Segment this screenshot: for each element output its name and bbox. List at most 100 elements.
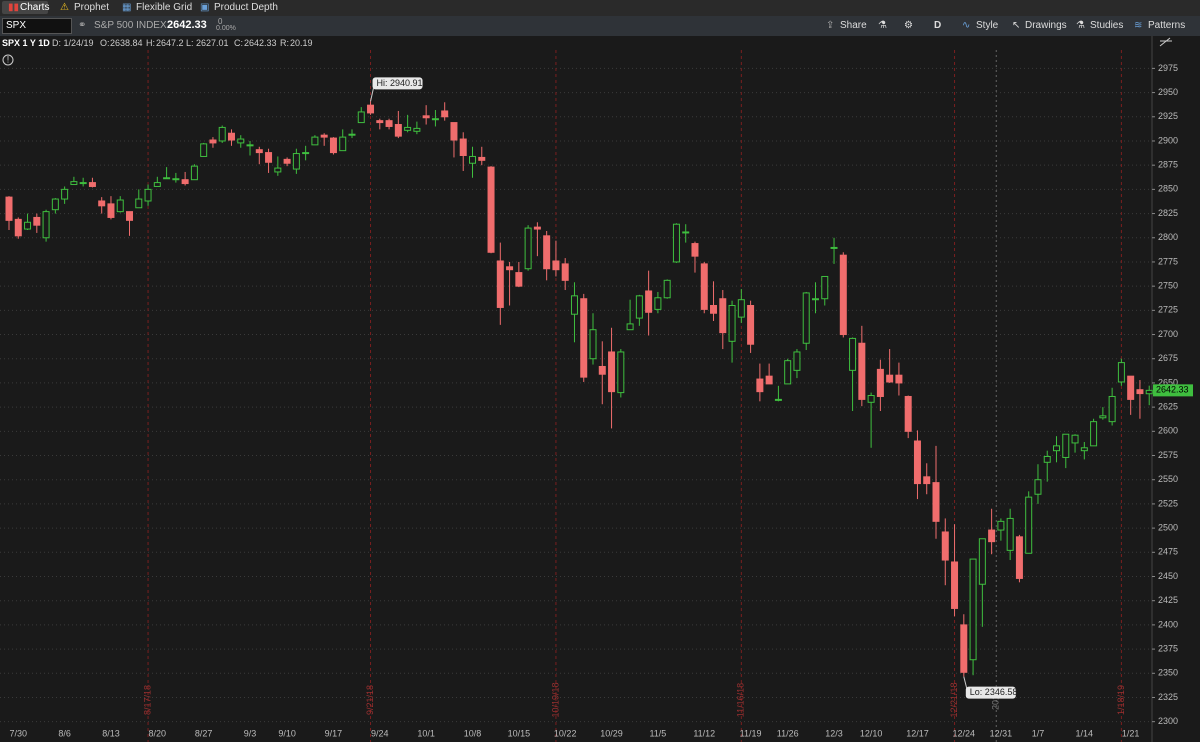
- x-tick-label: 10/15: [508, 728, 531, 738]
- studies-icon: ⚗: [1076, 20, 1085, 31]
- candle-body: [246, 144, 254, 147]
- candle-body: [144, 188, 152, 202]
- y-tick-label: 2600: [1158, 426, 1178, 436]
- symbol-input[interactable]: [2, 18, 72, 34]
- y-tick-label: 2725: [1158, 305, 1178, 315]
- annotation: Lo: 2346.58: [970, 687, 1018, 697]
- button[interactable]: D: [934, 20, 942, 31]
- annotation-leader: [370, 83, 376, 102]
- candle-body: [978, 538, 986, 585]
- candle-body: [626, 323, 634, 331]
- button[interactable]: Patterns: [1148, 20, 1186, 31]
- y-tick-label: 2325: [1158, 692, 1178, 702]
- x-tick-label: 12/17: [906, 728, 929, 738]
- candle-body: [913, 440, 921, 485]
- y-tick-label: 2825: [1158, 208, 1178, 218]
- candle-body: [126, 211, 134, 221]
- tab[interactable]: Prophet: [74, 2, 110, 13]
- candle-body: [339, 136, 347, 152]
- annotation-box: [965, 686, 1016, 699]
- y-tick-label: 2850: [1158, 184, 1178, 194]
- candle-body: [42, 211, 50, 239]
- button[interactable]: Share: [840, 20, 867, 31]
- price-tag: [1153, 384, 1193, 397]
- h-label: H:: [146, 38, 155, 48]
- candle-body: [172, 178, 180, 181]
- candle-body: [672, 223, 680, 263]
- candle-body: [209, 139, 217, 144]
- grid-icon: ▦: [122, 2, 132, 13]
- gear-icon[interactable]: ⚙: [904, 20, 913, 31]
- x-tick-label: 10/8: [464, 728, 482, 738]
- candle-body: [608, 351, 616, 393]
- candle-body: [385, 120, 393, 127]
- tab[interactable]: Product Depth: [214, 2, 278, 13]
- x-tick-label: 1/7: [1032, 728, 1045, 738]
- candle-body: [320, 134, 328, 138]
- candle-body: [691, 243, 699, 257]
- candle-body: [561, 263, 569, 281]
- candle-body: [839, 254, 847, 336]
- candle-body: [747, 305, 755, 345]
- candle-body: [765, 375, 773, 385]
- candle-body: [255, 149, 263, 154]
- o-value: 2638.84: [110, 38, 143, 48]
- pointer-icon: ↖: [1012, 20, 1021, 31]
- candle-body: [988, 529, 996, 543]
- y-tick-label: 2400: [1158, 619, 1178, 629]
- candle-body: [1117, 362, 1125, 383]
- price-tag-label: 2642.33: [1156, 385, 1189, 395]
- candle-body: [682, 231, 690, 234]
- candle-body: [70, 181, 78, 186]
- y-tick-label: 2925: [1158, 111, 1178, 121]
- y-tick-label: 2450: [1158, 571, 1178, 581]
- x-tick-label: 8/6: [58, 728, 71, 738]
- info-glyph: !: [7, 54, 10, 64]
- link-icon: ⚭: [78, 20, 87, 31]
- candle-body: [886, 374, 894, 383]
- candle-body: [413, 127, 421, 132]
- candle-body: [107, 203, 115, 218]
- candle-body: [737, 299, 745, 318]
- x-tick-label: 9/24: [371, 728, 389, 738]
- candle-body: [441, 110, 449, 118]
- candle-body: [292, 153, 300, 170]
- tab[interactable]: Charts: [20, 2, 50, 13]
- candle-body: [1080, 447, 1088, 452]
- y-tick-label: 2750: [1158, 281, 1178, 291]
- candle-body: [570, 295, 578, 315]
- r-label: R:: [280, 38, 289, 48]
- flask-icon[interactable]: ⚗: [878, 20, 887, 31]
- candle-body: [227, 132, 235, 141]
- candle-body: [153, 182, 161, 187]
- candle-body: [663, 279, 671, 299]
- candle-body: [218, 126, 226, 142]
- candle-body: [61, 188, 69, 200]
- candle-body: [941, 531, 949, 561]
- o-label: O:: [100, 38, 110, 48]
- candle-body: [932, 482, 940, 522]
- candle-body: [14, 218, 22, 237]
- candle-body: [589, 329, 597, 360]
- candle-body: [654, 297, 662, 310]
- candle-body: [969, 558, 977, 661]
- description: S&P 500 INDEX: [94, 20, 167, 31]
- candle-body: [181, 179, 189, 185]
- candle-body: [923, 476, 931, 485]
- candle-body: [1043, 455, 1051, 463]
- tab[interactable]: Flexible Grid: [136, 2, 193, 13]
- candle-body: [543, 235, 551, 270]
- button[interactable]: Studies: [1090, 20, 1124, 31]
- candle-body: [617, 351, 625, 394]
- candle-body: [116, 199, 124, 213]
- change-pct: 0.00%: [216, 25, 236, 32]
- candle-body: [904, 395, 912, 432]
- button[interactable]: Style: [976, 20, 999, 31]
- button[interactable]: Drawings: [1025, 20, 1067, 31]
- candle-body: [357, 111, 365, 124]
- chart-name: SPX 1 Y 1D: [2, 38, 50, 48]
- x-tick-label: 8/27: [195, 728, 213, 738]
- candle-body: [200, 143, 208, 157]
